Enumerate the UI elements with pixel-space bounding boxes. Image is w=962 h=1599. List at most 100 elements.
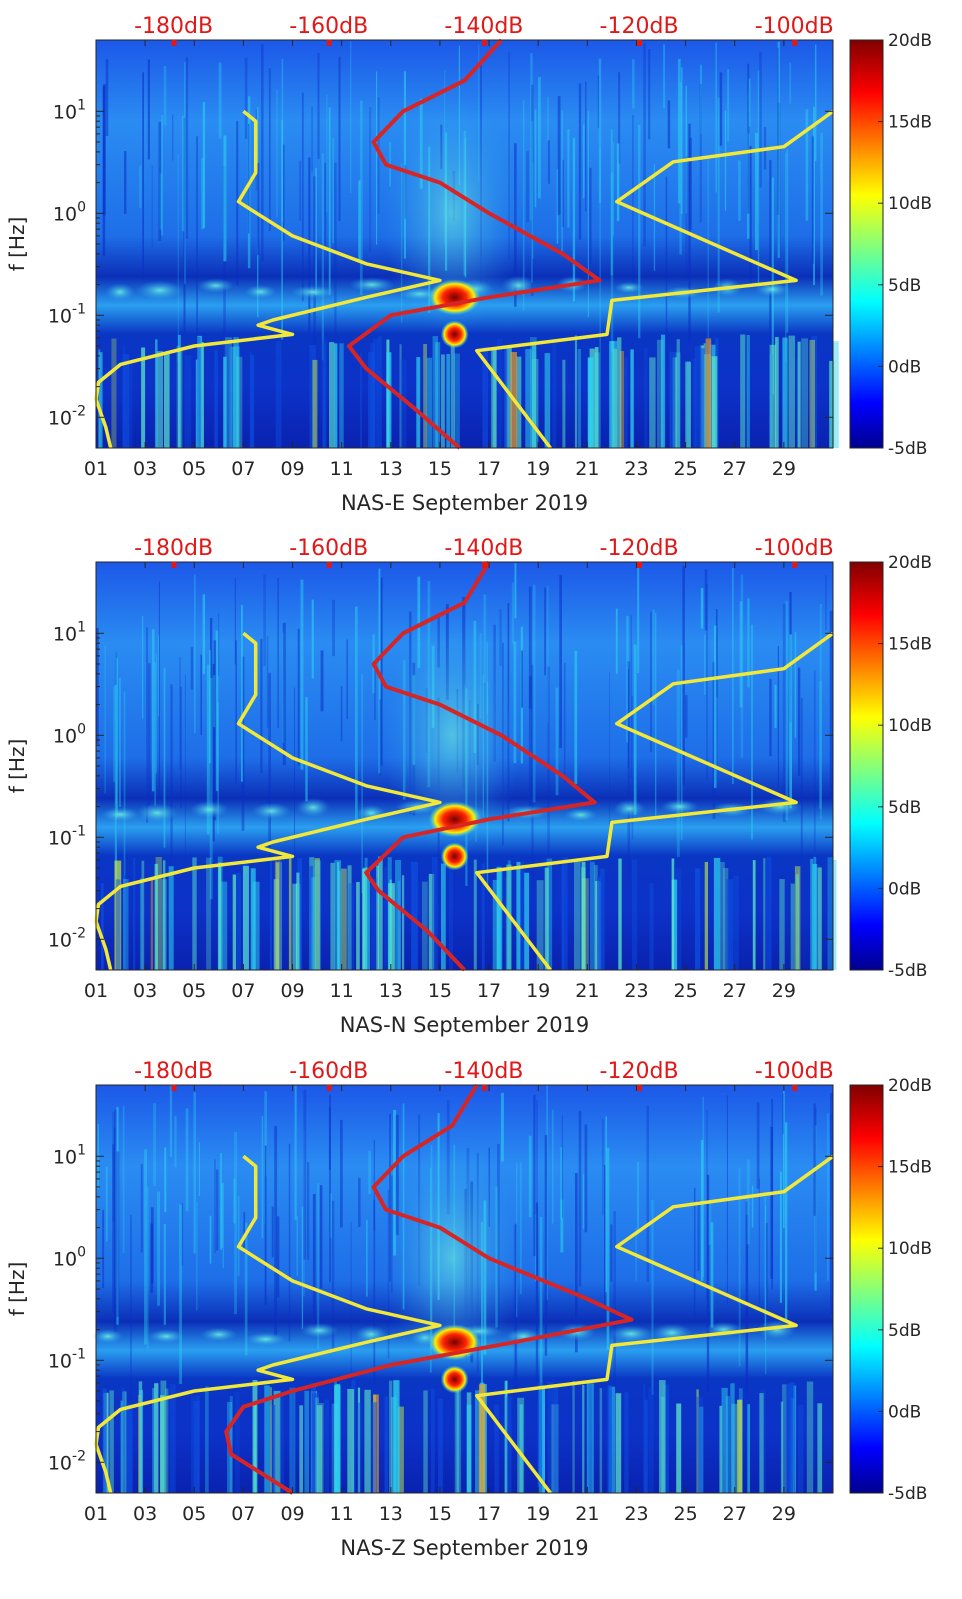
series-line-3 <box>224 1083 634 1495</box>
y-axis-label: f [Hz] <box>5 739 29 794</box>
colorbar-label: 5dB <box>888 798 921 818</box>
top-axis-label: -180dB <box>134 536 213 561</box>
top-axis-label: -160dB <box>289 14 368 39</box>
x-axis-label: NAS-Z September 2019 <box>340 1536 588 1560</box>
panel-1: 01 03 05 07 09 11 13 15 17 19 21 23 25 27 29 NAS-E Sept… <box>5 14 932 515</box>
x-tick-label: 07 <box>231 458 255 480</box>
x-tick-label: 27 <box>723 980 747 1002</box>
colorbar-label: 0dB <box>888 357 921 377</box>
top-axis-tick <box>481 562 487 568</box>
top-axis-tick <box>792 1085 798 1091</box>
colorbar-label: -5dB <box>888 1484 927 1504</box>
y-tick-label: 101 <box>53 619 86 645</box>
x-tick-label: 21 <box>575 980 599 1002</box>
y-axis-label: f [Hz] <box>5 217 29 272</box>
series-line-3 <box>347 38 602 450</box>
x-tick-label: 25 <box>674 980 698 1002</box>
x-tick-label: 23 <box>624 980 648 1002</box>
top-axis-tick <box>637 562 643 568</box>
x-tick-label: 03 <box>133 1503 157 1525</box>
x-tick-label: 27 <box>723 458 747 480</box>
x-tick-label: 05 <box>182 458 206 480</box>
panel-3: 01 03 05 07 09 11 13 15 17 19 21 23 25 27 29 NAS-Z Sept… <box>5 1059 932 1560</box>
x-tick-label: 25 <box>674 1503 698 1525</box>
x-tick-label: 09 <box>280 980 304 1002</box>
top-axis-label: -140dB <box>444 536 523 561</box>
x-tick-label: 03 <box>133 980 157 1002</box>
y-tick-label: 101 <box>53 1142 86 1168</box>
top-axis-tick <box>792 562 798 568</box>
x-tick-label: 03 <box>133 458 157 480</box>
x-tick-label: 29 <box>772 458 796 480</box>
colorbar-label: -5dB <box>888 439 927 459</box>
x-tick-label: 23 <box>624 458 648 480</box>
series-line-2 <box>475 109 835 450</box>
series-line-2 <box>475 1154 835 1495</box>
top-axis-label: -140dB <box>444 14 523 39</box>
x-tick-label: 01 <box>84 980 108 1002</box>
x-tick-label: 23 <box>624 1503 648 1525</box>
top-axis-label: -140dB <box>444 1059 523 1084</box>
y-tick-label: 10-2 <box>48 925 86 951</box>
y-tick-label: 100 <box>53 199 86 225</box>
top-axis-tick <box>792 40 798 46</box>
top-axis-tick <box>637 40 643 46</box>
colorbar-label: 10dB <box>888 194 932 214</box>
x-tick-label: 19 <box>526 458 550 480</box>
x-tick-label: 17 <box>477 980 501 1002</box>
x-tick-label: 29 <box>772 980 796 1002</box>
hot-spot-secondary <box>440 842 469 871</box>
y-tick-label: 101 <box>53 97 86 123</box>
top-axis-tick <box>637 1085 643 1091</box>
x-tick-label: 29 <box>772 1503 796 1525</box>
x-tick-label: 13 <box>379 980 403 1002</box>
x-tick-label: 11 <box>330 458 354 480</box>
x-tick-label: 13 <box>379 458 403 480</box>
y-tick-label: 10-1 <box>48 1346 86 1372</box>
hot-spot-secondary <box>440 1365 469 1394</box>
x-tick-label: 15 <box>428 458 452 480</box>
heatmap-texture <box>96 563 837 970</box>
colorbar-label: 10dB <box>888 1239 932 1259</box>
colorbar-label: 20dB <box>888 1076 932 1096</box>
top-axis-label: -120dB <box>600 1059 679 1084</box>
x-axis-label: NAS-E September 2019 <box>341 491 588 515</box>
x-tick-label: 27 <box>723 1503 747 1525</box>
x-tick-label: 07 <box>231 1503 255 1525</box>
x-tick-label: 21 <box>575 458 599 480</box>
colorbar-label: 20dB <box>888 31 932 51</box>
top-axis-label: -120dB <box>600 536 679 561</box>
x-tick-label: 11 <box>330 1503 354 1525</box>
hot-spot-secondary <box>440 320 469 349</box>
x-tick-label: 09 <box>280 1503 304 1525</box>
colorbar-label: 15dB <box>888 1158 932 1178</box>
x-tick-label: 25 <box>674 458 698 480</box>
colorbar <box>849 561 884 971</box>
y-tick-label: 10-2 <box>48 1448 86 1474</box>
colorbar-label: 5dB <box>888 1321 921 1341</box>
x-tick-label: 19 <box>526 1503 550 1525</box>
series-line-2 <box>475 631 835 972</box>
x-tick-label: 01 <box>84 458 108 480</box>
x-tick-label: 13 <box>379 1503 403 1525</box>
x-tick-label: 09 <box>280 458 304 480</box>
heatmap-texture <box>92 1085 833 1493</box>
colorbar-label: 10dB <box>888 716 932 736</box>
x-tick-label: 21 <box>575 1503 599 1525</box>
top-axis-label: -120dB <box>600 14 679 39</box>
top-axis-label: -100dB <box>755 1059 834 1084</box>
panel-2: 01 03 05 07 09 11 13 15 17 19 21 23 25 27 29 NAS-N Sept… <box>5 536 932 1037</box>
x-axis-label: NAS-N September 2019 <box>340 1013 590 1037</box>
y-tick-label: 10-2 <box>48 403 86 429</box>
y-tick-label: 10-1 <box>48 823 86 849</box>
x-tick-label: 15 <box>428 1503 452 1525</box>
colorbar-label: 15dB <box>888 635 932 655</box>
y-tick-label: 100 <box>53 721 86 747</box>
x-tick-label: 05 <box>182 1503 206 1525</box>
colorbar-label: 20dB <box>888 553 932 573</box>
top-axis-label: -180dB <box>134 14 213 39</box>
colorbar <box>849 39 884 449</box>
x-tick-label: 19 <box>526 980 550 1002</box>
x-tick-label: 17 <box>477 1503 501 1525</box>
